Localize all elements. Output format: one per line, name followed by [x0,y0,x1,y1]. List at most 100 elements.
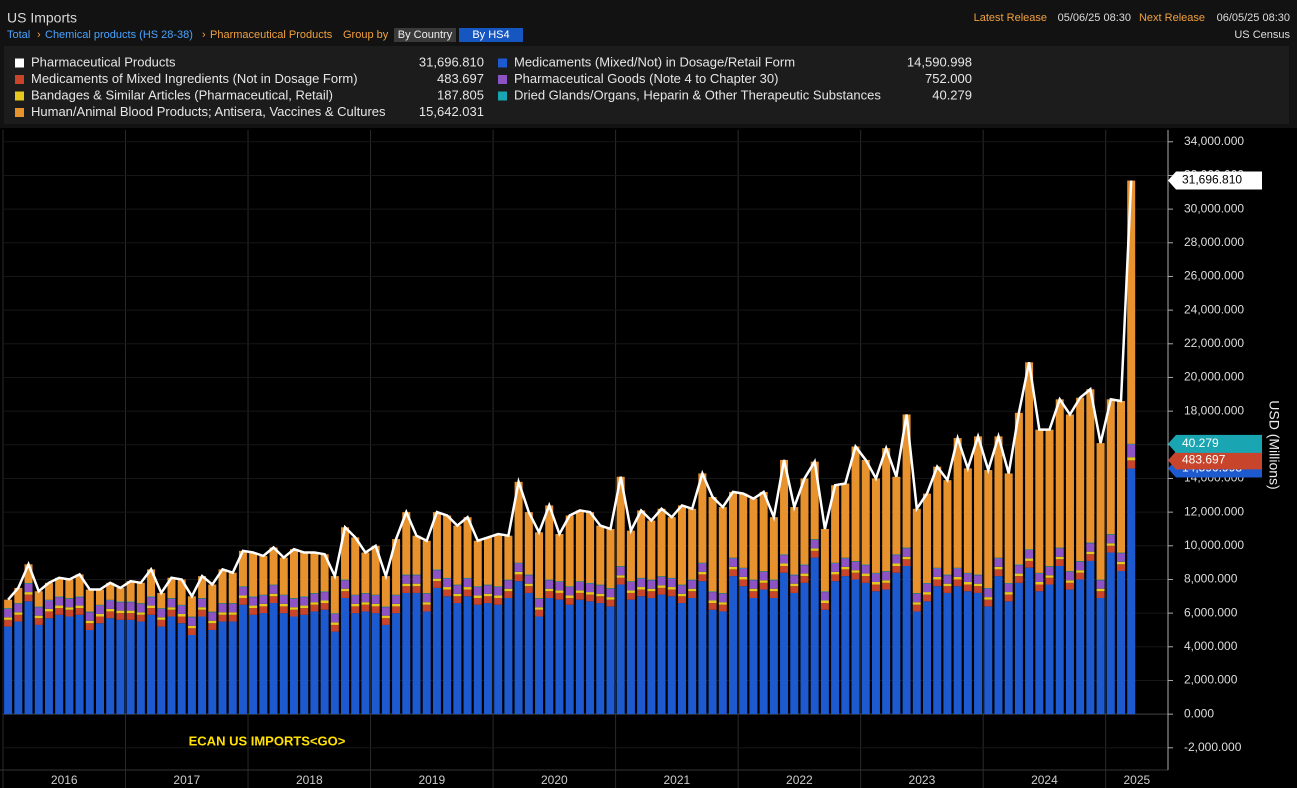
bar-segment [300,597,309,606]
bar-segment [473,587,482,596]
bar-segment [912,593,921,603]
bar-segment [790,575,799,584]
crumb[interactable]: Total [7,29,30,41]
bar-segment [218,603,227,613]
bar-segment [637,596,646,715]
bar-segment [1065,589,1074,715]
bar-segment [65,598,74,608]
bar-segment [310,593,319,603]
bar-segment [249,596,258,598]
x-tick-label: 2022 [786,773,813,787]
bar-segment [596,596,605,604]
button-bg[interactable] [394,28,456,42]
bar-segment [341,527,350,580]
bar-segment [565,597,574,605]
button[interactable]: By HS4 [472,29,509,41]
bar-segment [810,461,819,540]
bar-segment [912,604,921,612]
bar-segment [698,562,707,564]
bar-segment [85,611,94,613]
bar-segment [422,604,431,612]
bar-segment [157,626,166,715]
bar-segment [167,577,176,599]
bar-segment [575,510,584,582]
bar-segment [708,600,717,604]
bar-segment [289,549,298,599]
bar-segment [514,571,523,575]
bar-segment [4,619,13,627]
bar-segment [984,597,993,600]
bar-segment [974,436,983,575]
bar-segment [1076,572,1085,580]
bar-segment [871,591,880,715]
bar-segment [974,592,983,715]
y-tick-label: 20,000.000 [1184,370,1244,384]
bar-segment [106,582,115,600]
bar-segment [136,603,145,604]
value-tag-label: 40.279 [1182,436,1219,450]
bar-segment [402,512,411,575]
bar-segment [535,609,544,617]
bar-segment [892,554,901,556]
bar-segment [432,581,441,588]
bar-segment [1025,362,1034,550]
bar-segment [953,568,962,577]
bar-segment [1086,554,1095,561]
bar-segment [555,581,564,582]
bar-segment [759,571,768,572]
bar-segment [310,611,319,715]
bar-segment [1045,584,1054,715]
bar-segment [85,623,94,630]
bar-segment [647,588,656,592]
bar-segment [810,548,819,551]
bar-segment [933,466,942,568]
bar-segment [504,597,513,715]
button-bg[interactable] [459,28,523,42]
bar-segment [739,568,748,577]
bar-segment [147,596,156,598]
bar-segment [963,591,972,715]
bar-segment [718,602,727,605]
bar-segment [718,507,727,594]
bar-segment [953,579,962,587]
button[interactable]: By Country [398,29,453,41]
bar-segment [402,583,411,587]
bar-segment [923,582,932,584]
bar-segment [504,580,513,589]
bar-segment [1014,573,1023,577]
bar-segment [116,610,125,614]
release-label: Latest Release [974,12,1047,24]
bar-segment [218,569,227,604]
bar-segment [494,595,503,598]
bar-segment [749,591,758,598]
bar-segment [698,581,707,715]
bar-segment [402,586,411,593]
bar-segment [187,596,196,617]
bar-segment [1025,549,1034,551]
legend-swatch [15,108,24,117]
release-label: Next Release [1139,12,1205,24]
bar-segment [147,569,156,597]
bar-segment [677,505,686,585]
bar-segment [116,602,125,611]
bar-segment [953,438,962,568]
bar-segment [729,566,738,570]
bar-segment [279,606,288,614]
bar-segment [75,605,84,609]
bar-segment [34,615,43,619]
bar-segment [524,512,533,575]
bar-segment [994,566,1003,570]
bar-segment [136,603,145,613]
bar-segment [1096,597,1105,715]
bar-segment [1096,580,1105,589]
release-value: 06/05/25 08:30 [1217,12,1290,24]
bar-segment [238,597,247,605]
bar-segment [198,598,207,608]
crumb[interactable]: Chemical products (HS 28-38) [45,29,193,41]
bar-segment [637,578,646,588]
bar-segment [116,613,125,620]
bar-segment [606,606,615,715]
bar-segment [187,625,196,629]
bar-segment [729,491,738,558]
bar-segment [790,574,799,576]
